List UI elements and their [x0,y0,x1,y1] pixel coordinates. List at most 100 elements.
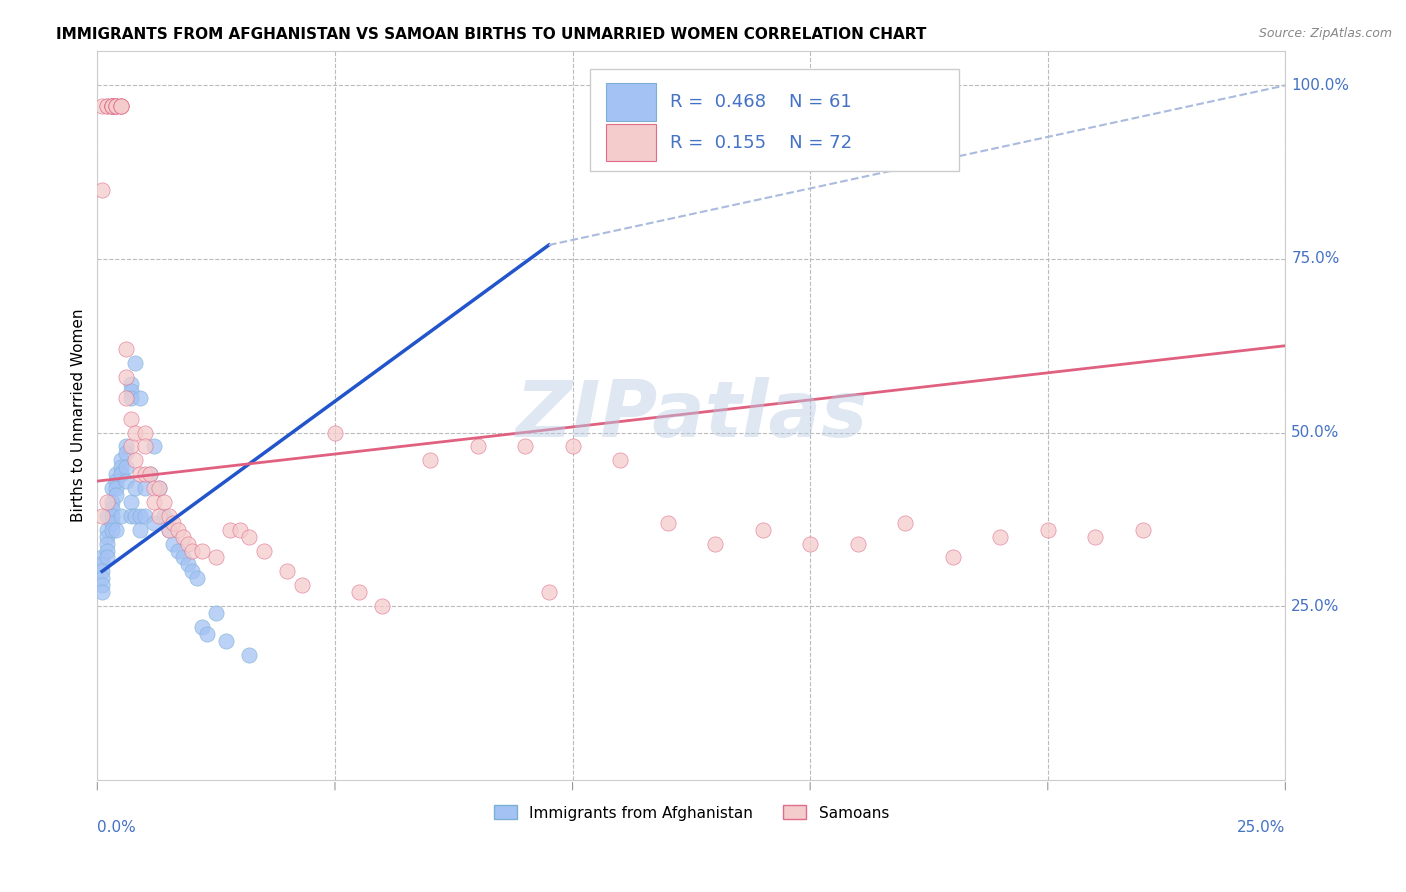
Point [846,536,869,550]
Point [124,356,146,370]
Point [120,411,142,425]
Point [172,530,194,544]
Point [91,558,114,572]
Point [115,342,138,356]
Point [129,467,152,482]
Point [110,99,132,113]
Point [124,508,146,523]
Point [238,648,260,662]
Point [561,439,583,453]
Point [143,481,166,495]
Point [371,599,394,613]
Point [100,481,122,495]
Point [91,571,114,585]
Point [291,578,314,592]
Point [148,508,170,523]
Point [191,620,214,634]
Point [176,558,198,572]
Text: 75.0%: 75.0% [1291,252,1340,267]
Point [157,508,180,523]
Text: IMMIGRANTS FROM AFGHANISTAN VS SAMOAN BIRTHS TO UNMARRIED WOMEN CORRELATION CHAR: IMMIGRANTS FROM AFGHANISTAN VS SAMOAN BI… [56,27,927,42]
Point [96,99,118,113]
Point [143,516,166,530]
Point [115,370,138,384]
Point [96,495,118,509]
Point [105,467,128,482]
FancyBboxPatch shape [606,84,655,121]
Point [143,495,166,509]
Point [100,508,122,523]
Text: R =  0.155    N = 72: R = 0.155 N = 72 [671,134,852,152]
Point [276,565,298,579]
Point [91,585,114,599]
Point [134,481,156,495]
Point [115,391,138,405]
Point [205,606,228,620]
Point [657,516,679,530]
Point [172,550,194,565]
Point [138,467,160,482]
Point [157,523,180,537]
Point [115,460,138,475]
Point [105,99,128,113]
Point [110,99,132,113]
Point [120,376,142,391]
Point [153,495,176,509]
Point [1084,530,1107,544]
FancyBboxPatch shape [591,69,959,171]
Point [1036,523,1059,537]
Point [134,508,156,523]
Point [467,439,489,453]
Text: 25.0%: 25.0% [1237,820,1285,835]
Point [942,550,965,565]
Point [100,516,122,530]
Point [110,453,132,467]
Legend: Immigrants from Afghanistan, Samoans: Immigrants from Afghanistan, Samoans [488,799,896,827]
Text: R =  0.468    N = 61: R = 0.468 N = 61 [671,94,852,112]
Point [105,99,128,113]
Point [115,474,138,488]
Point [96,523,118,537]
Point [124,425,146,440]
Point [110,508,132,523]
Point [214,633,236,648]
Point [100,495,122,509]
Point [167,543,190,558]
Point [205,550,228,565]
Point [120,384,142,398]
Point [100,99,122,113]
Point [100,99,122,113]
Point [91,550,114,565]
Point [91,565,114,579]
Point [91,182,114,196]
Y-axis label: Births to Unmarried Women: Births to Unmarried Women [72,309,86,522]
Text: 25.0%: 25.0% [1291,599,1340,614]
FancyBboxPatch shape [606,124,655,161]
Text: Source: ZipAtlas.com: Source: ZipAtlas.com [1258,27,1392,40]
Point [181,543,204,558]
Point [134,439,156,453]
Point [110,99,132,113]
Point [162,516,184,530]
Point [100,99,122,113]
Point [609,453,631,467]
Point [162,536,184,550]
Point [186,571,208,585]
Point [238,530,260,544]
Point [129,391,152,405]
Point [110,460,132,475]
Point [704,536,727,550]
Point [134,425,156,440]
Point [91,508,114,523]
Point [988,530,1011,544]
Point [105,481,128,495]
Point [120,508,142,523]
Point [323,425,346,440]
Point [129,508,152,523]
Text: 50.0%: 50.0% [1291,425,1340,440]
Point [419,453,441,467]
Point [134,467,156,482]
Point [96,530,118,544]
Text: 100.0%: 100.0% [1291,78,1350,93]
Point [513,439,536,453]
